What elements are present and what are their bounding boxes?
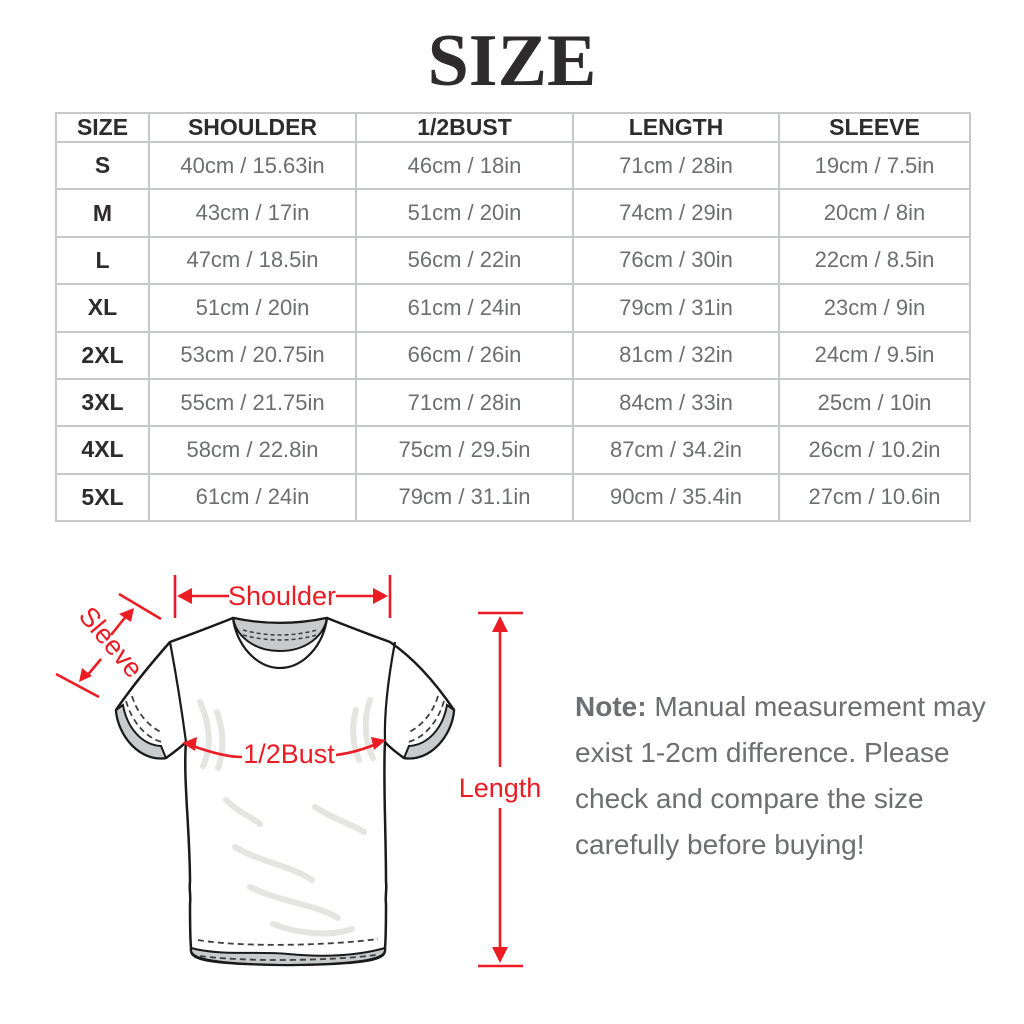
hem-stitch-top — [197, 938, 379, 946]
cell-length: 84cm / 33in — [572, 377, 780, 428]
length-label: Length — [459, 773, 542, 803]
cell-sleeve: 22cm / 8.5in — [778, 235, 971, 286]
bust-measure-arrow: 1/2Bust — [182, 737, 386, 769]
collar-stitch — [242, 634, 318, 641]
table-row: S 40cm / 15.63in 46cm / 18in 71cm / 28in… — [55, 140, 971, 191]
wrinkle-shade — [350, 707, 362, 763]
cell-bust: 61cm / 24in — [355, 283, 574, 333]
cell-shoulder: 53cm / 20.75in — [148, 330, 357, 380]
armhole-seam-right — [383, 641, 397, 743]
tshirt-measurement-diagram: Shoulder Sleeve 1/2Bust — [55, 575, 542, 968]
note-text: Note: Manual measurement may exist 1-2cm… — [575, 684, 993, 868]
cell-size: XL — [55, 283, 150, 333]
cell-sleeve: 26cm / 10.2in — [778, 425, 971, 475]
tshirt-illustration — [114, 616, 456, 967]
shoulder-measure-arrow: Shoulder — [173, 575, 392, 618]
cell-shoulder: 55cm / 21.75in — [148, 377, 357, 428]
header-bust: 1/2BUST — [355, 112, 574, 143]
cell-sleeve: 19cm / 7.5in — [778, 140, 971, 191]
shoulder-label: Shoulder — [228, 581, 336, 611]
wrinkle-shade — [232, 844, 315, 883]
cell-sleeve: 25cm / 10in — [778, 377, 971, 428]
note-body: Manual measurement may exist 1-2cm diffe… — [575, 691, 986, 860]
collar-front-band — [231, 617, 329, 670]
wrinkle-shade — [223, 797, 263, 827]
cell-bust: 56cm / 22in — [355, 235, 574, 286]
cell-bust: 79cm / 31.1in — [355, 472, 574, 523]
wrinkle-shade — [214, 709, 226, 771]
cell-size: 4XL — [55, 425, 150, 475]
cell-bust: 46cm / 18in — [355, 140, 574, 191]
cell-length: 76cm / 30in — [572, 235, 780, 286]
cell-shoulder: 43cm / 17in — [148, 188, 357, 238]
cuff-left — [114, 703, 168, 760]
table-row: 5XL 61cm / 24in 79cm / 31.1in 90cm / 35.… — [55, 472, 971, 523]
tshirt-body — [114, 616, 456, 967]
cell-size: L — [55, 235, 150, 286]
cell-bust: 51cm / 20in — [355, 188, 574, 238]
cell-shoulder: 61cm / 24in — [148, 472, 357, 523]
wrinkle-shade — [362, 697, 376, 761]
cell-size: 5XL — [55, 472, 150, 523]
hem-band — [189, 946, 387, 967]
header-shoulder: SHOULDER — [148, 112, 357, 143]
cell-sleeve: 20cm / 8in — [778, 188, 971, 238]
cuff-stitch-left — [125, 700, 163, 743]
cell-shoulder: 47cm / 18.5in — [148, 235, 357, 286]
cell-length: 90cm / 35.4in — [572, 472, 780, 523]
wrinkle-shade — [270, 921, 355, 937]
cuff-stitch-right — [406, 695, 439, 734]
table-row: M 43cm / 17in 51cm / 20in 74cm / 29in 20… — [55, 188, 971, 238]
header-length: LENGTH — [572, 112, 780, 143]
header-size: SIZE — [55, 112, 150, 143]
cell-sleeve: 23cm / 9in — [778, 283, 971, 333]
cell-bust: 66cm / 26in — [355, 330, 574, 380]
note-label: Note: — [575, 691, 647, 722]
cell-shoulder: 51cm / 20in — [148, 283, 357, 333]
cell-size: S — [55, 140, 150, 191]
cell-shoulder: 40cm / 15.63in — [148, 140, 357, 191]
length-measure-arrow: Length — [459, 611, 542, 968]
cuff-stitch-right — [407, 700, 445, 743]
table-row: 3XL 55cm / 21.75in 71cm / 28in 84cm / 33… — [55, 377, 971, 428]
cell-sleeve: 24cm / 9.5in — [778, 330, 971, 380]
cell-length: 71cm / 28in — [572, 140, 780, 191]
page-title: SIZE — [427, 20, 597, 102]
wrinkle-shade — [312, 804, 367, 835]
table-row: XL 51cm / 20in 61cm / 24in 79cm / 31in 2… — [55, 283, 971, 333]
size-table-body: S 40cm / 15.63in 46cm / 18in 71cm / 28in… — [55, 140, 971, 523]
cell-sleeve: 27cm / 10.6in — [778, 472, 971, 523]
cuff-stitch-left — [131, 695, 164, 734]
cell-length: 87cm / 34.2in — [572, 425, 780, 475]
cell-bust: 75cm / 29.5in — [355, 425, 574, 475]
cell-length: 79cm / 31in — [572, 283, 780, 333]
size-table-header: SIZE SHOULDER 1/2BUST LENGTH SLEEVE — [55, 112, 971, 143]
cell-length: 81cm / 32in — [572, 330, 780, 380]
table-row: 2XL 53cm / 20.75in 66cm / 26in 81cm / 32… — [55, 330, 971, 380]
table-row: L 47cm / 18.5in 56cm / 22in 76cm / 30in … — [55, 235, 971, 286]
cell-length: 74cm / 29in — [572, 188, 780, 238]
collar-stitch — [242, 629, 318, 636]
cell-size: 2XL — [55, 330, 150, 380]
cell-bust: 71cm / 28in — [355, 377, 574, 428]
cuff-right — [402, 703, 456, 760]
header-sleeve: SLEEVE — [778, 112, 971, 143]
cell-size: 3XL — [55, 377, 150, 428]
cell-size: M — [55, 188, 150, 238]
header-row: SIZE SHOULDER 1/2BUST LENGTH SLEEVE — [55, 112, 971, 143]
bust-label: 1/2Bust — [243, 739, 335, 769]
armhole-seam-left — [168, 641, 188, 743]
wrinkle-shade — [247, 884, 341, 921]
cell-shoulder: 58cm / 22.8in — [148, 425, 357, 475]
size-table: SIZE SHOULDER 1/2BUST LENGTH SLEEVE S 40… — [55, 112, 971, 523]
table-row: 4XL 58cm / 22.8in 75cm / 29.5in 87cm / 3… — [55, 425, 971, 475]
wrinkle-shade — [197, 699, 212, 769]
